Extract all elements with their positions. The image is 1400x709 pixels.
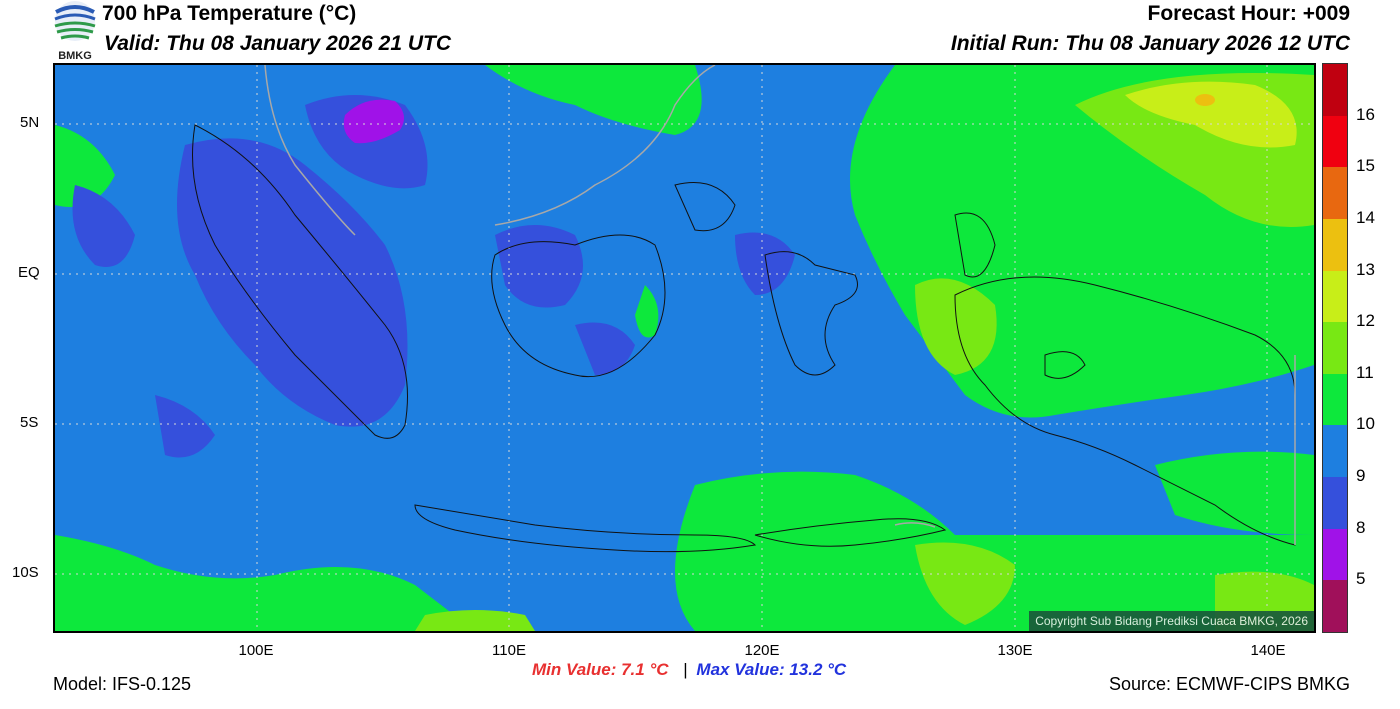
- colorbar-segment: [1323, 528, 1347, 581]
- field-13-regions: [1195, 94, 1215, 106]
- map-title: 700 hPa Temperature (°C): [102, 2, 357, 25]
- valid-time: Valid: Thu 08 January 2026 21 UTC: [104, 32, 452, 55]
- field-10-regions: [55, 65, 1314, 631]
- colorbar-segment: [1323, 580, 1347, 633]
- lat-label-5n: 5N: [20, 114, 40, 131]
- min-max-separator: |: [683, 660, 688, 679]
- min-value: Min Value: 7.1 °C: [532, 660, 669, 679]
- colorbar-segment: [1323, 322, 1347, 375]
- copyright-notice: Copyright Sub Bidang Prediksi Cuaca BMKG…: [1029, 611, 1314, 631]
- lon-label-140e: 140E: [1250, 642, 1286, 659]
- lon-label-120e: 120E: [744, 642, 780, 659]
- colorbar-label: 5: [1356, 569, 1366, 589]
- max-value: Max Value: 13.2 °C: [696, 660, 847, 679]
- bmkg-logo-text: BMKG: [58, 50, 92, 62]
- forecast-hour: Forecast Hour: +009: [1147, 2, 1351, 25]
- initial-run: Initial Run: Thu 08 January 2026 12 UTC: [950, 32, 1350, 55]
- lon-label-100e: 100E: [238, 642, 274, 659]
- colorbar-segment: [1323, 270, 1347, 323]
- colorbar-segment: [1323, 477, 1347, 530]
- colorbar-label: 10: [1356, 414, 1375, 434]
- lon-label-110e: 110E: [492, 642, 526, 659]
- colorbar-label: 16: [1356, 104, 1375, 124]
- colorbar-segment: [1323, 373, 1347, 426]
- field-12-regions: [1125, 81, 1297, 148]
- colorbar-segment: [1323, 167, 1347, 220]
- colorbar-label: 12: [1356, 311, 1375, 331]
- colorbar-label: 14: [1356, 207, 1375, 227]
- lat-label-eq: EQ: [18, 264, 40, 281]
- colorbar-label: 8: [1356, 517, 1366, 537]
- field-5-regions: [343, 99, 404, 144]
- lat-label-10s: 10S: [12, 564, 39, 581]
- model-label: Model: IFS-0.125: [53, 674, 192, 694]
- lon-label-130e: 130E: [997, 642, 1033, 659]
- colorbar-segment: [1323, 64, 1347, 117]
- colorbar-segment: [1323, 218, 1347, 272]
- source-label: Source: ECMWF-CIPS BMKG: [1108, 674, 1350, 694]
- min-max-line: Min Value: 7.1 °C | Max Value: 13.2 °C: [532, 660, 846, 680]
- colorbar-segment: [1323, 115, 1347, 168]
- temperature-map: Copyright Sub Bidang Prediksi Cuaca BMKG…: [53, 63, 1316, 633]
- colorbar-segment: [1323, 425, 1347, 478]
- colorbar-label: 11: [1356, 362, 1374, 382]
- field-8-regions: [72, 95, 795, 458]
- colorbar: [1322, 63, 1348, 633]
- colorbar-label: 13: [1356, 259, 1375, 279]
- coastlines: [192, 124, 1296, 553]
- lat-label-5s: 5S: [20, 414, 39, 431]
- country-borders: [264, 65, 1296, 545]
- bmkg-logo: BMKG: [50, 0, 100, 62]
- colorbar-label: 9: [1356, 466, 1366, 486]
- colorbar-label: 15: [1356, 156, 1375, 176]
